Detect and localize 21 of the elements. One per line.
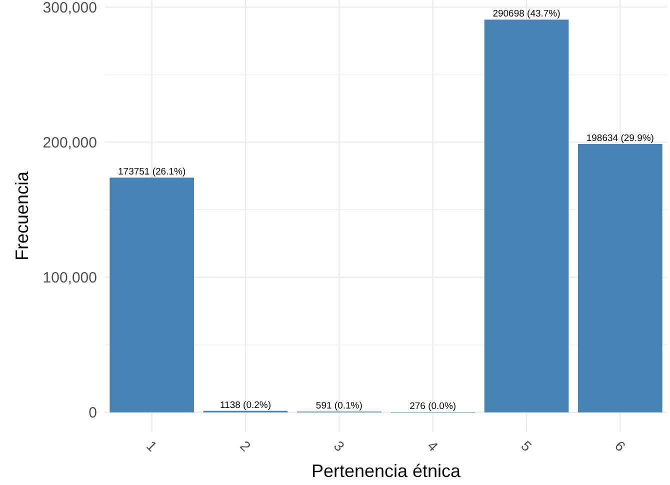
x-tick-label: 6	[612, 438, 629, 454]
data-label: 198634 (29.9%)	[586, 133, 654, 144]
y-tick-label: 300,000	[42, 0, 97, 16]
x-axis-title: Pertenencia étnica	[311, 461, 462, 481]
x-tick-label: 5	[518, 438, 536, 454]
bar	[484, 20, 569, 412]
y-tick-label: 0	[88, 404, 97, 422]
x-tick-label: 2	[237, 438, 254, 454]
y-tick-label: 200,000	[42, 134, 97, 152]
data-label: 173751 (26.1%)	[118, 166, 186, 178]
y-tick-label: 100,000	[42, 270, 97, 287]
bar	[110, 178, 194, 412]
x-tick-label: 3	[330, 438, 348, 454]
x-tick-label: 1	[143, 438, 160, 454]
data-label: 276 (0.0%)	[410, 400, 456, 412]
x-tick-label: 4	[424, 438, 442, 454]
data-label: 1138 (0.2%)	[220, 400, 272, 411]
bar	[578, 144, 662, 412]
data-label: 290698 (43.7%)	[492, 8, 560, 20]
y-axis-title: Frecuencia	[12, 170, 32, 261]
data-label: 591 (0.1%)	[316, 400, 362, 412]
